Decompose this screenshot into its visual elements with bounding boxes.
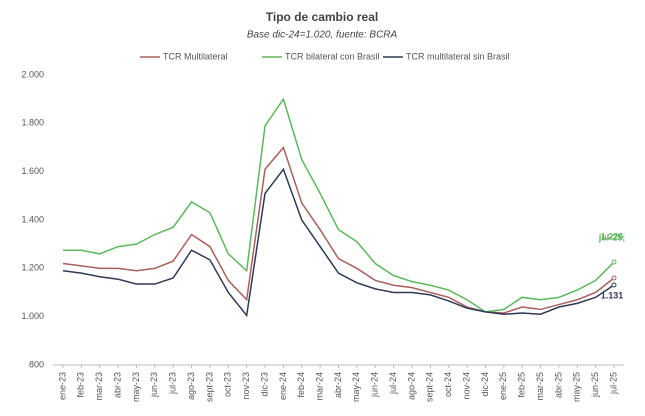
- y-tick-label: 1.600: [21, 166, 44, 176]
- x-tick-label: oct-24: [443, 372, 453, 397]
- x-tick-label: jun-24: [370, 372, 380, 398]
- legend-label: TCR Multilateral: [163, 51, 228, 61]
- x-tick-label: abr-23: [112, 372, 122, 398]
- x-tick-label: jun-23: [149, 372, 159, 398]
- x-tick-label: mar-24: [315, 372, 325, 401]
- chart-subtitle: Base dic-24=1.020, fuente: BCRA: [247, 30, 398, 41]
- annotation: jul-25;: [598, 232, 626, 242]
- x-tick-label: ene-25: [498, 372, 508, 400]
- x-tick-label: ago-24: [406, 372, 416, 400]
- x-tick-label: jun-25: [590, 372, 600, 398]
- x-tick-label: mar-23: [94, 372, 104, 401]
- x-tick-label: may-23: [131, 372, 141, 402]
- x-tick-label: nov-23: [241, 372, 251, 400]
- y-tick-label: 800: [29, 359, 44, 369]
- x-tick-label: ago-23: [186, 372, 196, 400]
- legend-label: TCR bilateral con Brasil: [285, 51, 380, 61]
- y-tick-label: 2.000: [21, 69, 44, 79]
- legend-label: TCR multilateral sin Brasil: [406, 51, 510, 61]
- y-tick-label: 1.200: [21, 263, 44, 273]
- x-tick-label: nov-24: [461, 372, 471, 400]
- series-line: [62, 167, 615, 318]
- x-tick-label: ene-23: [57, 372, 67, 400]
- series-line: [63, 97, 615, 313]
- x-tick-label: abr-24: [333, 372, 343, 398]
- y-tick-label: 1.400: [21, 214, 44, 224]
- y-tick-label: 1.800: [21, 118, 44, 128]
- value-label: 1.226: [601, 231, 624, 241]
- x-tick-label: may-25: [572, 372, 582, 402]
- x-tick-label: jul-25: [608, 372, 618, 395]
- x-tick-label: feb-25: [517, 372, 527, 398]
- x-tick-label: dic-23: [259, 372, 269, 397]
- series-line: [62, 145, 615, 314]
- y-tick-label: 1.000: [21, 311, 44, 321]
- value-label: 1.131: [601, 290, 624, 300]
- x-tick-label: feb-23: [76, 372, 86, 398]
- x-tick-label: jul-23: [168, 372, 178, 395]
- x-tick-label: sept-23: [204, 372, 214, 402]
- end-marker: [611, 259, 617, 265]
- end-marker: [611, 275, 617, 281]
- x-tick-label: sept-24: [425, 372, 435, 402]
- x-tick-label: dic-24: [480, 372, 490, 397]
- x-tick-label: feb-24: [296, 372, 306, 398]
- x-tick-label: jul-24: [388, 372, 398, 395]
- x-tick-label: oct-23: [223, 372, 233, 397]
- x-tick-label: abr-25: [553, 372, 563, 398]
- x-tick-label: ene-24: [278, 372, 288, 400]
- x-tick-label: mar-25: [535, 372, 545, 401]
- x-tick-label: may-24: [351, 372, 361, 402]
- chart-title: Tipo de cambio real: [266, 10, 378, 24]
- end-marker: [611, 282, 617, 288]
